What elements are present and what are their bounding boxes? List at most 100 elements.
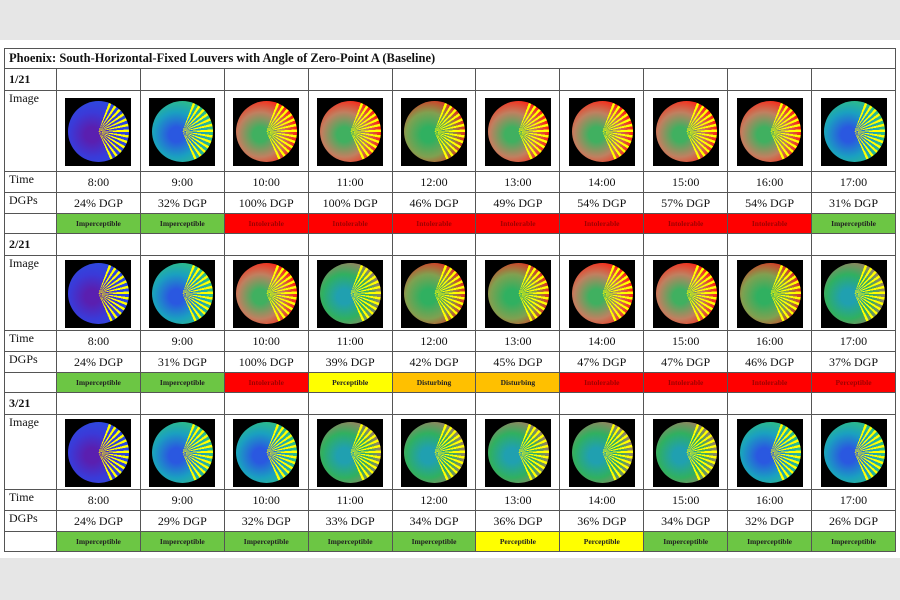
rating-row: Imperceptible Imperceptible Intolerable Int…	[4, 213, 896, 234]
fisheye-glare-image	[736, 260, 803, 328]
date-row: 2/21	[4, 233, 896, 256]
time-cell: 14:00	[559, 330, 645, 352]
louver-glare-stripes	[823, 263, 885, 324]
empty-cell	[4, 372, 57, 393]
date-row: 3/21	[4, 392, 896, 415]
time-cell: 12:00	[391, 489, 477, 511]
dgp-row: DGPs 24% DGP 32% DGP 100% DGP 100% DGP 46% DG…	[4, 192, 896, 214]
fisheye-glare-image	[484, 419, 551, 487]
glare-rating-badge: Disturbing	[475, 372, 561, 393]
fisheye-glare-image	[568, 260, 635, 328]
glare-rating-badge: Intolerable	[223, 372, 309, 393]
image-cell	[475, 414, 561, 490]
image-cell	[223, 414, 309, 490]
fisheye-glare-image	[401, 419, 467, 487]
time-cell: 11:00	[307, 330, 393, 352]
image-cell	[307, 90, 393, 172]
empty-cell	[223, 233, 309, 256]
glare-rating-badge: Intolerable	[559, 372, 645, 393]
time-cell: 15:00	[643, 489, 729, 511]
image-cell	[223, 255, 309, 331]
image-cell	[559, 90, 645, 172]
image-cell	[727, 414, 813, 490]
louver-glare-stripes	[571, 422, 633, 483]
louver-glare-stripes	[68, 101, 130, 162]
row-label-image: Image	[4, 414, 57, 490]
glare-rating-badge: Perceptible	[811, 372, 896, 393]
dgp-cell: 34% DGP	[643, 510, 729, 532]
empty-cell	[139, 233, 225, 256]
empty-cell	[56, 68, 141, 91]
row-label-image: Image	[4, 255, 57, 331]
image-cell	[727, 90, 813, 172]
louver-glare-stripes	[655, 101, 717, 162]
dgp-cell: 31% DGP	[139, 351, 225, 373]
louver-glare-stripes	[739, 422, 801, 483]
fisheye-glare-image	[149, 260, 216, 328]
row-label-dgps: DGPs	[4, 510, 57, 532]
time-cell: 12:00	[391, 330, 477, 352]
dgp-cell: 54% DGP	[727, 192, 813, 214]
glare-rating-badge: Intolerable	[727, 372, 813, 393]
date-row: 1/21	[4, 68, 896, 91]
fisheye-glare-image	[65, 419, 132, 487]
louver-glare-stripes	[68, 422, 130, 483]
empty-cell	[391, 392, 477, 415]
dgp-row: DGPs 24% DGP 31% DGP 100% DGP 39% DGP 42% DGP…	[4, 351, 896, 373]
time-cell: 12:00	[391, 171, 477, 193]
empty-cell	[475, 233, 561, 256]
image-cell	[727, 255, 813, 331]
image-cell	[391, 90, 477, 172]
time-cell: 11:00	[307, 171, 393, 193]
dgp-cell: 32% DGP	[727, 510, 813, 532]
date-label: 2/21	[4, 233, 57, 256]
glare-rating-badge: Imperceptible	[811, 213, 896, 234]
empty-cell	[223, 68, 309, 91]
time-cell: 17:00	[811, 330, 896, 352]
dgp-cell: 45% DGP	[475, 351, 561, 373]
image-cell	[56, 255, 141, 331]
empty-cell	[727, 392, 813, 415]
time-cell: 16:00	[727, 330, 813, 352]
report-sheet: Phoenix: South-Horizontal-Fixed Louvers …	[0, 40, 900, 558]
glare-rating-badge: Intolerable	[727, 213, 813, 234]
image-cell	[475, 90, 561, 172]
glare-rating-badge: Perceptible	[559, 531, 645, 552]
empty-cell	[307, 392, 393, 415]
image-cell	[307, 255, 393, 331]
image-cell	[559, 414, 645, 490]
image-cell	[643, 255, 729, 331]
louver-glare-stripes	[571, 101, 633, 162]
empty-cell	[559, 233, 645, 256]
dgp-cell: 46% DGP	[391, 192, 477, 214]
row-label-time: Time	[4, 330, 57, 352]
glare-rating-badge: Intolerable	[643, 372, 729, 393]
louver-glare-stripes	[404, 422, 465, 483]
time-cell: 14:00	[559, 171, 645, 193]
louver-glare-stripes	[152, 422, 214, 483]
glare-rating-badge: Imperceptible	[56, 372, 141, 393]
row-label-time: Time	[4, 171, 57, 193]
dgp-cell: 24% DGP	[56, 192, 141, 214]
dgp-cell: 26% DGP	[811, 510, 896, 532]
dgp-cell: 32% DGP	[223, 510, 309, 532]
time-cell: 9:00	[139, 330, 225, 352]
dgp-cell: 47% DGP	[643, 351, 729, 373]
dgp-cell: 54% DGP	[559, 192, 645, 214]
louver-glare-stripes	[823, 101, 885, 162]
empty-cell	[391, 68, 477, 91]
fisheye-glare-image	[317, 260, 384, 328]
fisheye-glare-image	[820, 419, 887, 487]
louver-glare-stripes	[152, 263, 214, 324]
time-cell: 9:00	[139, 489, 225, 511]
fisheye-glare-image	[233, 419, 300, 487]
time-cell: 16:00	[727, 489, 813, 511]
image-cell	[56, 414, 141, 490]
row-label-time: Time	[4, 489, 57, 511]
time-cell: 9:00	[139, 171, 225, 193]
dgp-cell: 32% DGP	[139, 192, 225, 214]
fisheye-glare-image	[484, 260, 551, 328]
empty-cell	[56, 233, 141, 256]
glare-rating-badge: Imperceptible	[139, 531, 225, 552]
time-cell: 10:00	[223, 171, 309, 193]
